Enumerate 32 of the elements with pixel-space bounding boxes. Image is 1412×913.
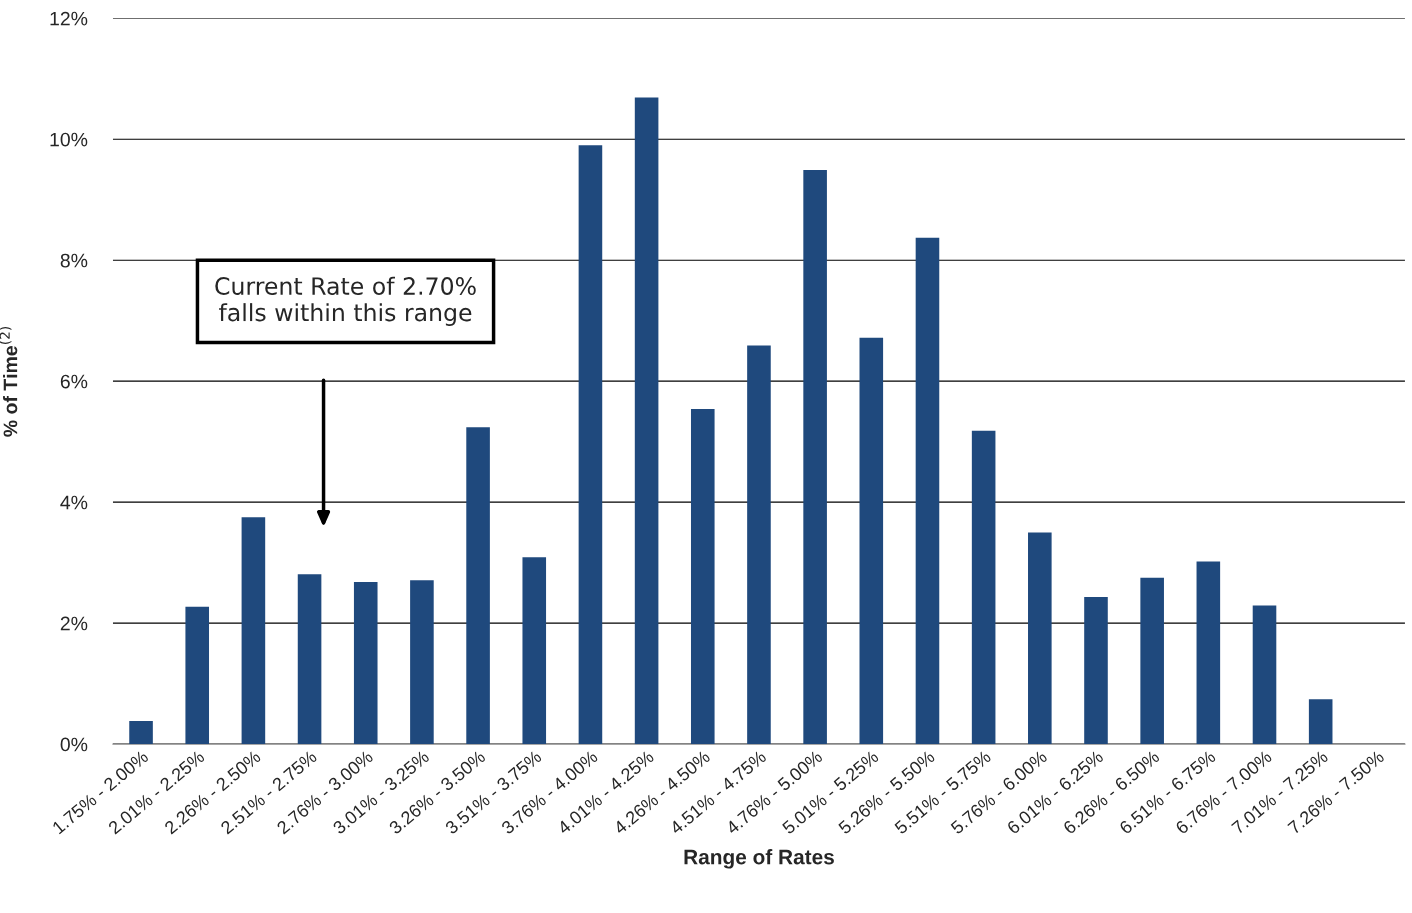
bar	[859, 337, 884, 745]
bar	[1084, 597, 1108, 745]
bar	[1308, 699, 1333, 745]
bar	[1196, 561, 1221, 745]
bar	[803, 170, 827, 745]
y-tick-label: 8%	[60, 253, 88, 268]
bar	[410, 580, 434, 745]
bar	[129, 721, 153, 745]
bar	[747, 345, 771, 745]
bar	[1028, 532, 1052, 745]
bar	[634, 97, 659, 745]
y-tick-label: 6%	[60, 374, 88, 389]
bar	[915, 237, 940, 745]
y-tick-label: 12%	[50, 11, 88, 26]
y-tick-label: 10%	[50, 132, 88, 147]
bar	[241, 517, 266, 745]
bar	[522, 557, 547, 745]
annotation: Current Rate of 2.70% falls within this range	[215, 276, 476, 326]
y-tick-label: 4%	[60, 495, 88, 510]
bar	[690, 409, 715, 745]
bar	[353, 581, 378, 745]
y-tick-label: 0%	[60, 737, 88, 752]
bar	[1252, 605, 1277, 745]
bar	[1140, 577, 1164, 745]
bar	[466, 427, 490, 745]
y-axis-title: % of Time$^{(2)}$	[0, 327, 18, 437]
y-tick-label: 2%	[60, 616, 88, 631]
x-axis-title: Range of Rates	[684, 849, 834, 869]
bar	[297, 574, 322, 745]
bar	[971, 430, 996, 745]
bar	[185, 606, 210, 745]
bar	[578, 145, 603, 745]
